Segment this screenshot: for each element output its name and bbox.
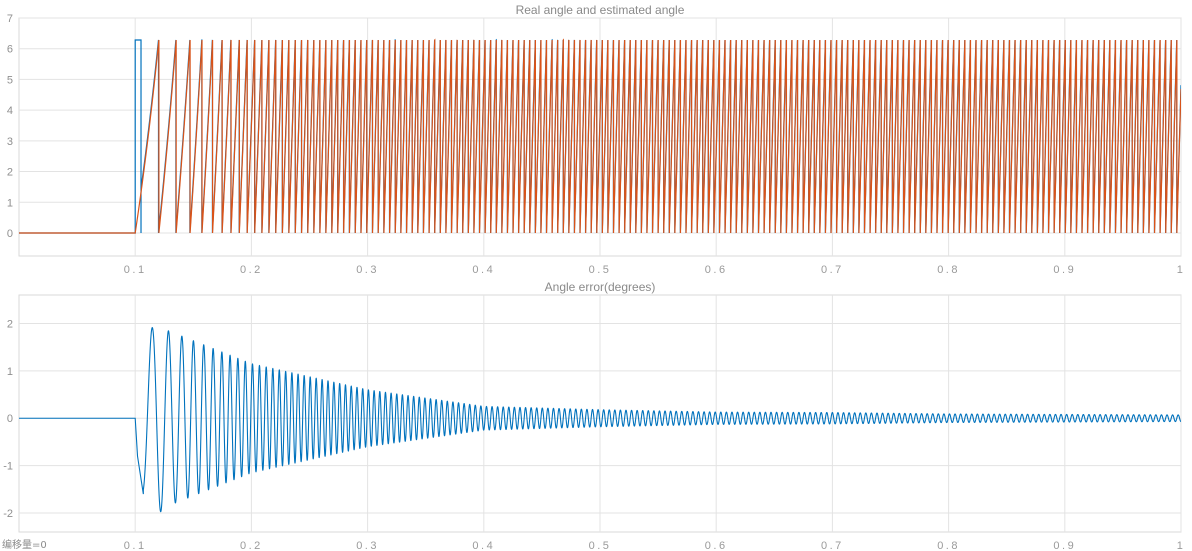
x-tick-label: 0.8 bbox=[937, 540, 960, 550]
y-tick-label: 2 bbox=[7, 167, 13, 179]
y-tick-label: 3 bbox=[7, 136, 13, 148]
x-tick-label: 1 bbox=[1177, 264, 1186, 276]
x-tick-label: 0.4 bbox=[472, 264, 495, 276]
x-tick-label: 0.4 bbox=[472, 540, 495, 550]
y-tick-label: 1 bbox=[7, 366, 13, 378]
x-tick-label: 0.2 bbox=[240, 264, 263, 276]
x-tick-label: 0.5 bbox=[589, 540, 612, 550]
y-tick-label: 0 bbox=[7, 228, 13, 240]
series-layer bbox=[19, 327, 1181, 513]
series-angle-error-line bbox=[19, 327, 1181, 513]
y-tick-label: -1 bbox=[3, 461, 13, 473]
chart-title: Angle error(degrees) bbox=[545, 280, 656, 294]
x-tick-label: 0.7 bbox=[821, 540, 844, 550]
chart-title: Real angle and estimated angle bbox=[516, 3, 685, 17]
x-tick-label: 0.8 bbox=[937, 264, 960, 276]
chart-panel-2: Angle error(degrees) 0.1 0.2 0.3 0.4 0.5 0.6 0.… bbox=[3, 280, 1186, 550]
y-tick-label: 4 bbox=[7, 105, 13, 117]
y-tick-label: 0 bbox=[7, 413, 13, 425]
x-tick-label: 0.1 bbox=[124, 264, 147, 276]
x-tick-label: 0.9 bbox=[1053, 264, 1076, 276]
y-tick-label: 7 bbox=[7, 13, 13, 25]
x-tick-label: 0.2 bbox=[240, 540, 263, 550]
x-tick-label: 0.9 bbox=[1053, 540, 1076, 550]
y-tick-label: 2 bbox=[7, 318, 13, 330]
series-layer bbox=[19, 38, 1181, 234]
x-tick-label: 0.5 bbox=[589, 264, 612, 276]
series-estimated-angle-line bbox=[19, 38, 1181, 234]
x-tick-label: 0.7 bbox=[821, 264, 844, 276]
y-tick-label: 1 bbox=[7, 197, 13, 209]
x-tick-label: 0.3 bbox=[356, 264, 379, 276]
y-tick-label: -2 bbox=[3, 508, 13, 520]
x-tick-label: 0.6 bbox=[705, 264, 728, 276]
x-tick-label: 0.6 bbox=[705, 540, 728, 550]
footer-status-text: 编移量=0 bbox=[2, 540, 47, 551]
x-tick-label: 1 bbox=[1177, 540, 1186, 550]
x-tick-label: 0.3 bbox=[356, 540, 379, 550]
y-tick-label: 6 bbox=[7, 44, 13, 56]
y-tick-label: 5 bbox=[7, 74, 13, 86]
x-tick-label: 0.1 bbox=[124, 540, 147, 550]
chart-panel-1: Real angle and estimated angle 0.1 0.2 0.3 0… bbox=[7, 3, 1186, 276]
